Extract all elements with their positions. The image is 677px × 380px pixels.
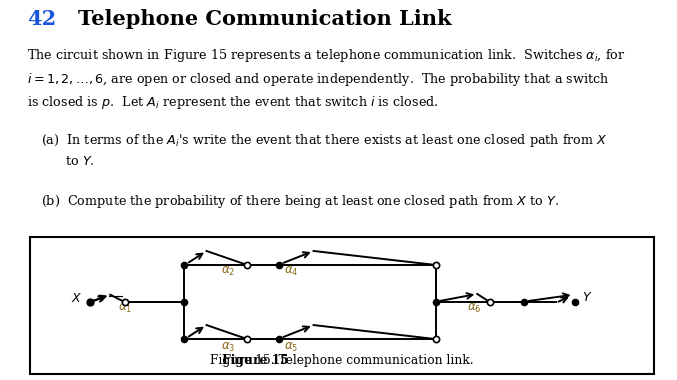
Text: (b)  Compute the probability of there being at least one closed path from $X$ to: (b) Compute the probability of there bei… [41,193,559,210]
Text: $\alpha_4$: $\alpha_4$ [284,264,299,278]
Text: $\alpha_3$: $\alpha_3$ [221,340,236,354]
Text: $Y$: $Y$ [582,291,593,304]
Text: $\alpha_2$: $\alpha_2$ [221,264,236,278]
Text: $X$: $X$ [71,292,83,305]
Text: (a)  In terms of the $A_i$'s write the event that there exists at least one clos: (a) In terms of the $A_i$'s write the ev… [41,132,607,149]
Text: $\alpha_6$: $\alpha_6$ [467,302,481,315]
Text: $\alpha_5$: $\alpha_5$ [284,340,299,354]
Text: Figure 15. Telephone communication link.: Figure 15. Telephone communication link. [210,354,474,367]
Text: Figure 15: Figure 15 [222,354,288,367]
Text: 42: 42 [27,10,56,29]
Text: The circuit shown in Figure 15 represents a telephone communication link.  Switc: The circuit shown in Figure 15 represent… [27,47,626,111]
FancyBboxPatch shape [30,237,653,374]
Text: to $Y$.: to $Y$. [41,155,95,168]
Text: $\alpha_1$: $\alpha_1$ [118,302,132,315]
Text: Telephone Communication Link: Telephone Communication Link [78,10,452,29]
